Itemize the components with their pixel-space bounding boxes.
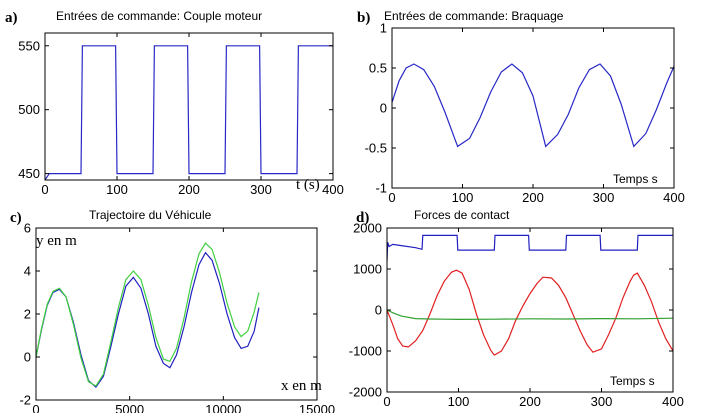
series-line-1 [45, 45, 333, 180]
x-axis-label: Temps s [610, 374, 655, 388]
y-tick-label: -2 [19, 393, 31, 408]
panel-letter: b) [357, 10, 370, 26]
x-tick-label: 200 [178, 182, 200, 197]
x-tick-label: 0 [388, 190, 395, 205]
y-tick-label: 2000 [353, 221, 382, 236]
x-tick-label: 5000 [115, 402, 144, 413]
x-tick-label: 400 [662, 394, 684, 409]
chart-title: Forces de contact [414, 208, 510, 222]
y-tick-label: 550 [18, 38, 40, 53]
x-tick-label: 0 [383, 394, 390, 409]
y-tick-label: 4 [24, 264, 31, 279]
x-tick-label: 400 [663, 190, 685, 205]
x-tick-label: 300 [591, 394, 613, 409]
panel-letter: d) [356, 210, 369, 226]
series-line-3 [387, 309, 673, 321]
x-tick-label: 300 [250, 182, 272, 197]
y-tick-label: 0 [24, 350, 31, 365]
plot-frame [386, 227, 674, 393]
x-tick-label: 15000 [299, 402, 335, 413]
x-tick-label: 100 [448, 394, 470, 409]
chart-title: Trajectoire du Véhicule [89, 208, 212, 222]
y-tick-label: 0 [375, 303, 382, 318]
x-tick-label: 10000 [205, 402, 241, 413]
x-tick-label: 300 [593, 190, 615, 205]
chart-title: Entrées de commande: Couple moteur [56, 9, 262, 23]
x-axis-label: Temps s [613, 172, 658, 186]
x-tick-label: 200 [519, 394, 541, 409]
series-line-2 [387, 269, 673, 356]
y-tick-label: 0 [380, 101, 387, 116]
y-tick-label: 0.5 [369, 61, 387, 76]
plot-frame [35, 227, 318, 401]
y-tick-label: 6 [24, 221, 31, 236]
y-tick-label: 500 [18, 102, 40, 117]
series-line-1 [387, 234, 673, 262]
series-line-2 [36, 242, 260, 387]
x-axis-label: x en m [281, 378, 322, 394]
x-tick-label: 0 [41, 182, 48, 197]
y-tick-label: -1 [375, 181, 387, 196]
x-tick-label: 100 [452, 190, 474, 205]
y-axis-label: y en m [36, 233, 77, 249]
panel-letter: c) [10, 210, 22, 226]
chart-panel-2: 0 100 200 300 400 -1 -0.5 0 0.5 1 b) Entrées de com… [357, 9, 685, 205]
y-tick-label: 450 [18, 166, 40, 181]
panel-letter: a) [5, 10, 18, 26]
x-tick-label: 200 [522, 190, 544, 205]
series-line-1 [392, 63, 674, 148]
x-tick-label: 400 [322, 182, 344, 197]
y-tick-label: 2 [24, 307, 31, 322]
series-line-1 [36, 251, 260, 388]
plot-frame [391, 27, 675, 189]
y-tick-label: -1000 [349, 344, 382, 359]
x-tick-label: 0 [32, 402, 39, 413]
y-tick-label: -0.5 [365, 141, 387, 156]
y-tick-label: 1 [380, 21, 387, 36]
y-tick-label: -2000 [349, 385, 382, 400]
x-axis-label: t (s) [296, 177, 320, 193]
chart-title: Entrées de commande: Braquage [384, 9, 564, 23]
y-tick-label: 1000 [353, 262, 382, 277]
x-tick-label: 100 [106, 182, 128, 197]
